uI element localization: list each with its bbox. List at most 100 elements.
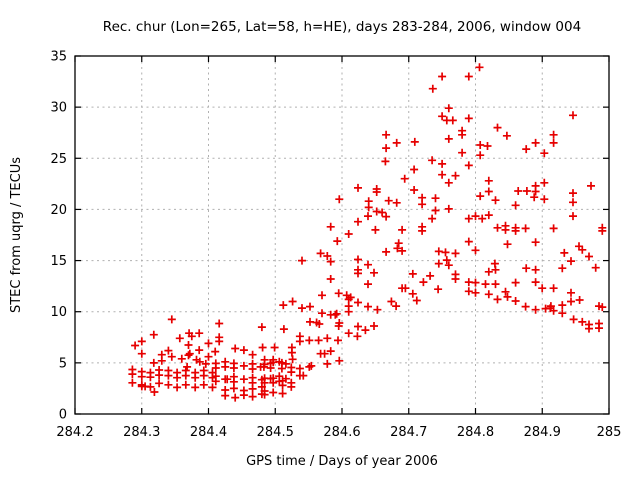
data-point-marker	[354, 183, 362, 192]
data-point-marker	[560, 248, 569, 257]
data-point-marker	[591, 263, 600, 272]
data-point-marker	[471, 246, 480, 255]
data-point-marker	[558, 301, 567, 310]
data-point-marker	[418, 200, 427, 209]
data-point-marker	[558, 264, 567, 273]
data-point-marker	[195, 329, 204, 338]
data-point-marker	[287, 368, 296, 377]
y-tick-label: 30	[50, 101, 67, 116]
data-point-marker	[387, 297, 396, 306]
data-point-marker	[491, 280, 500, 289]
gridlines	[75, 56, 609, 414]
x-tick-label: 284.7	[390, 425, 427, 440]
y-axis-label: STEC from uqrg / TECUs	[9, 157, 24, 313]
data-point-marker	[378, 208, 387, 217]
data-point-marker	[408, 289, 417, 298]
data-point-marker	[344, 329, 353, 338]
data-point-marker	[540, 149, 549, 158]
data-point-marker	[332, 309, 341, 318]
data-point-marker	[569, 212, 577, 221]
data-point-marker	[514, 187, 523, 195]
data-point-marker	[146, 382, 155, 391]
data-point-marker	[458, 130, 467, 139]
data-point-marker	[191, 373, 200, 382]
data-point-marker	[392, 302, 401, 311]
data-point-marker	[248, 392, 257, 401]
data-point-marker	[382, 130, 391, 139]
data-point-marker	[201, 359, 210, 368]
data-point-marker	[558, 309, 567, 318]
data-point-marker	[195, 346, 204, 355]
data-point-marker	[392, 138, 401, 147]
data-point-marker	[531, 265, 540, 274]
data-point-marker	[278, 389, 287, 398]
data-point-marker	[419, 278, 428, 287]
data-point-marker	[567, 297, 575, 306]
data-point-marker	[215, 319, 224, 328]
data-point-marker	[464, 214, 473, 223]
data-point-marker	[354, 269, 362, 278]
data-point-marker	[569, 198, 577, 207]
data-point-marker	[546, 302, 555, 311]
data-point-marker	[371, 225, 380, 234]
data-point-marker	[471, 278, 480, 287]
data-point-marker	[382, 144, 391, 153]
data-point-marker	[177, 354, 186, 363]
data-point-marker	[511, 201, 520, 210]
data-point-marker	[208, 383, 217, 392]
data-point-marker	[149, 358, 158, 367]
x-tick-label: 284.6	[323, 425, 360, 440]
data-point-marker	[137, 337, 146, 346]
data-point-marker	[478, 214, 487, 223]
data-point-marker	[438, 112, 447, 121]
data-point-marker	[331, 310, 340, 319]
data-point-marker	[229, 384, 238, 393]
data-point-marker	[531, 305, 540, 314]
data-point-marker	[484, 267, 493, 276]
data-point-marker	[258, 343, 267, 352]
data-point-marker	[428, 214, 437, 223]
data-point-marker	[248, 350, 257, 359]
data-point-marker	[483, 142, 492, 150]
data-point-marker	[476, 141, 485, 149]
data-point-marker	[471, 212, 480, 221]
data-point-marker	[326, 257, 335, 266]
data-point-marker	[320, 349, 329, 358]
data-point-marker	[184, 341, 193, 349]
data-points	[128, 63, 607, 402]
data-point-marker	[221, 391, 230, 400]
data-point-marker	[370, 268, 378, 277]
data-point-marker	[173, 383, 182, 392]
data-point-marker	[185, 349, 194, 358]
data-point-marker	[323, 359, 332, 368]
y-tick-label: 10	[50, 305, 67, 320]
data-point-marker	[298, 256, 306, 265]
data-point-marker	[587, 181, 595, 190]
data-point-marker	[434, 259, 443, 268]
data-point-marker	[318, 291, 326, 300]
data-point-marker	[314, 336, 323, 345]
x-tick-label: 284.8	[457, 425, 494, 440]
data-point-marker	[192, 355, 201, 364]
data-point-marker	[164, 346, 173, 355]
data-point-marker	[287, 382, 296, 391]
data-point-marker	[157, 356, 166, 365]
data-point-marker	[503, 292, 512, 301]
data-point-marker	[344, 230, 353, 238]
y-tick-label: 20	[50, 203, 67, 218]
data-point-marker	[491, 196, 500, 205]
data-point-marker	[585, 324, 593, 333]
data-point-marker	[426, 271, 435, 280]
data-point-marker	[173, 373, 182, 382]
data-point-marker	[354, 217, 362, 226]
data-point-marker	[199, 380, 208, 389]
data-point-marker	[464, 237, 473, 246]
data-point-marker	[484, 176, 493, 185]
data-point-marker	[394, 239, 403, 248]
data-point-marker	[522, 187, 531, 195]
data-point-marker	[522, 145, 531, 154]
data-point-marker	[199, 371, 208, 380]
data-point-marker	[398, 246, 407, 255]
